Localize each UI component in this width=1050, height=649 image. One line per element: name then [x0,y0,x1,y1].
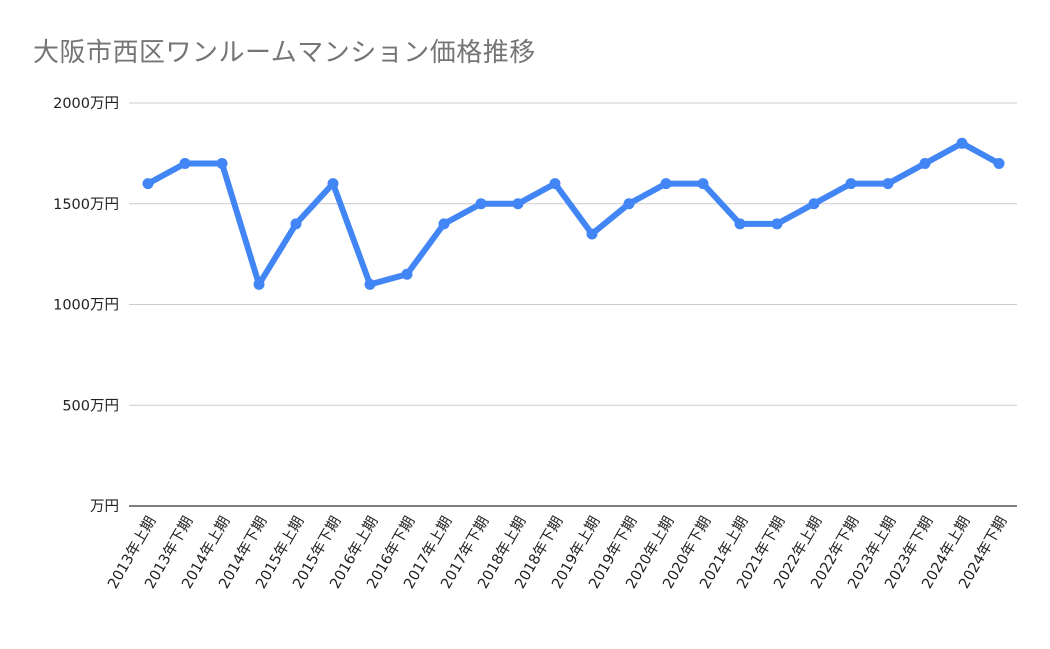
data-point-17 [771,218,783,230]
data-point-7 [401,268,413,280]
data-point-20 [882,178,894,190]
gridlines [129,102,1017,507]
chart-title: 大阪市西区ワンルームマンション価格推移 [33,38,536,68]
data-point-15 [697,178,709,190]
data-point-3 [253,278,265,290]
y-tick-label-3: 1500万円 [53,197,119,213]
series-price [142,137,1005,290]
data-point-11 [549,178,561,190]
data-point-2 [216,157,228,169]
data-point-8 [438,218,450,230]
series-line-0 [145,140,1002,288]
data-point-16 [734,218,746,230]
data-point-4 [290,218,302,230]
y-tick-label-1: 500万円 [62,398,119,414]
data-point-18 [808,198,820,210]
data-point-21 [919,157,931,169]
data-point-5 [327,178,339,190]
data-point-22 [956,137,968,149]
data-point-6 [364,278,376,290]
data-point-13 [623,198,635,210]
data-point-14 [660,178,672,190]
data-point-1 [179,157,191,169]
data-point-23 [993,157,1005,169]
data-point-12 [586,228,598,240]
data-point-19 [845,178,857,190]
y-tick-label-0: 万円 [90,499,119,515]
x-axis-tick-labels: 2013年上期2013年下期2014年上期2014年下期2015年上期2015年… [105,514,1011,592]
y-tick-label-4: 2000万円 [53,96,119,112]
data-point-0 [142,178,154,190]
y-axis-tick-labels: 万円 500万円 1000万円 1500万円 2000万円 [53,96,119,515]
y-tick-label-2: 1000万円 [53,298,119,314]
data-point-9 [475,198,487,210]
data-point-10 [512,198,524,210]
